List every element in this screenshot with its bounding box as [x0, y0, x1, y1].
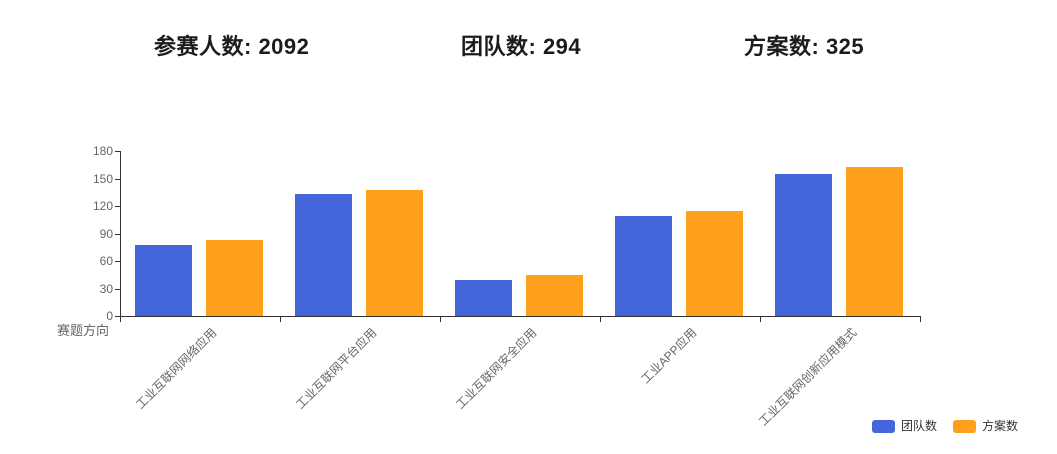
legend-label-proposals: 方案数 — [982, 419, 1019, 433]
legend-swatch-teams — [872, 419, 895, 433]
y-axis-tick — [115, 178, 120, 180]
y-axis-tick-label: 0 — [106, 309, 113, 323]
x-axis-tick — [760, 317, 761, 322]
bar-proposals-0[interactable] — [206, 239, 263, 316]
x-axis-tick — [280, 317, 281, 322]
x-axis-name-label: 赛题方向 — [57, 323, 110, 338]
legend-item-teams[interactable]: 团队数 — [872, 419, 937, 433]
stat-participants: 参赛人数: 2092 — [154, 34, 310, 59]
legend-swatch-proposals — [953, 419, 977, 433]
y-axis-tick-label: 120 — [92, 199, 113, 213]
bar-teams-2[interactable] — [455, 280, 512, 316]
y-axis-tick — [115, 316, 120, 317]
x-axis-tick — [120, 317, 121, 322]
bar-proposals-3[interactable] — [686, 210, 743, 316]
legend-item-proposals[interactable]: 方案数 — [953, 419, 1018, 433]
bar-teams-1[interactable] — [295, 194, 352, 316]
x-axis-tick — [920, 317, 921, 322]
bar-teams-3[interactable] — [615, 216, 672, 316]
stat-teams: 团队数: 294 — [461, 34, 582, 59]
y-axis-tick — [115, 233, 120, 235]
bar-teams-4[interactable] — [775, 173, 832, 316]
y-axis-tick-label: 150 — [92, 171, 113, 186]
legend-label-teams: 团队数 — [901, 419, 938, 433]
y-axis-line — [120, 151, 121, 317]
bar-teams-0[interactable] — [135, 244, 192, 316]
y-axis-tick — [115, 261, 120, 262]
y-axis-tick-label: 180 — [92, 144, 113, 158]
bar-proposals-1[interactable] — [366, 189, 423, 316]
y-axis-tick-label: 90 — [99, 226, 113, 241]
x-category-label: 工业APP应用 — [638, 325, 700, 387]
x-category-label: 工业互联网网络应用 — [133, 325, 220, 412]
x-category-label: 工业互联网创新应用模式 — [756, 325, 860, 429]
y-axis-tick-label: 30 — [99, 281, 113, 296]
x-axis-line — [120, 316, 921, 317]
stat-proposals: 方案数: 325 — [744, 34, 865, 59]
x-axis-tick — [440, 317, 441, 322]
bar-proposals-2[interactable] — [526, 274, 583, 316]
bar-proposals-4[interactable] — [846, 166, 903, 316]
x-category-label: 工业互联网安全应用 — [453, 325, 540, 412]
y-axis-tick-label: 60 — [99, 254, 113, 268]
y-axis-tick — [115, 206, 120, 207]
y-axis-tick — [115, 288, 120, 290]
x-category-label: 工业互联网平台应用 — [293, 325, 380, 412]
chart-legend: 团队数 方案数 — [872, 419, 1018, 433]
y-axis-tick — [115, 151, 120, 152]
x-axis-tick — [600, 317, 601, 322]
